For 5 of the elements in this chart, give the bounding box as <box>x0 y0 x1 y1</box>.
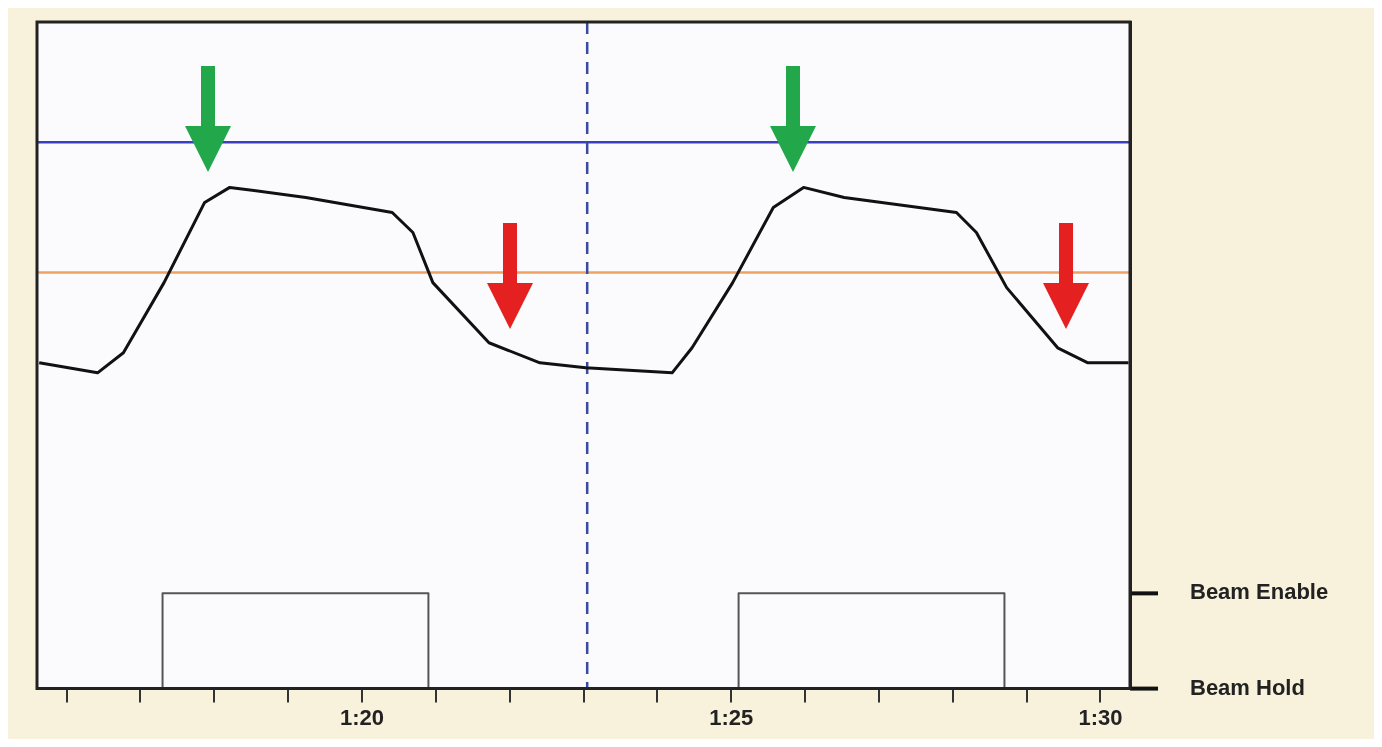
x-tick-label: 1:25 <box>709 704 754 730</box>
text: Beam Hold <box>1190 674 1305 700</box>
x-tick-label: 1:30 <box>1078 704 1123 730</box>
x-tick-label: 1:20 <box>339 704 384 730</box>
text: Beam Enable <box>1190 579 1329 605</box>
